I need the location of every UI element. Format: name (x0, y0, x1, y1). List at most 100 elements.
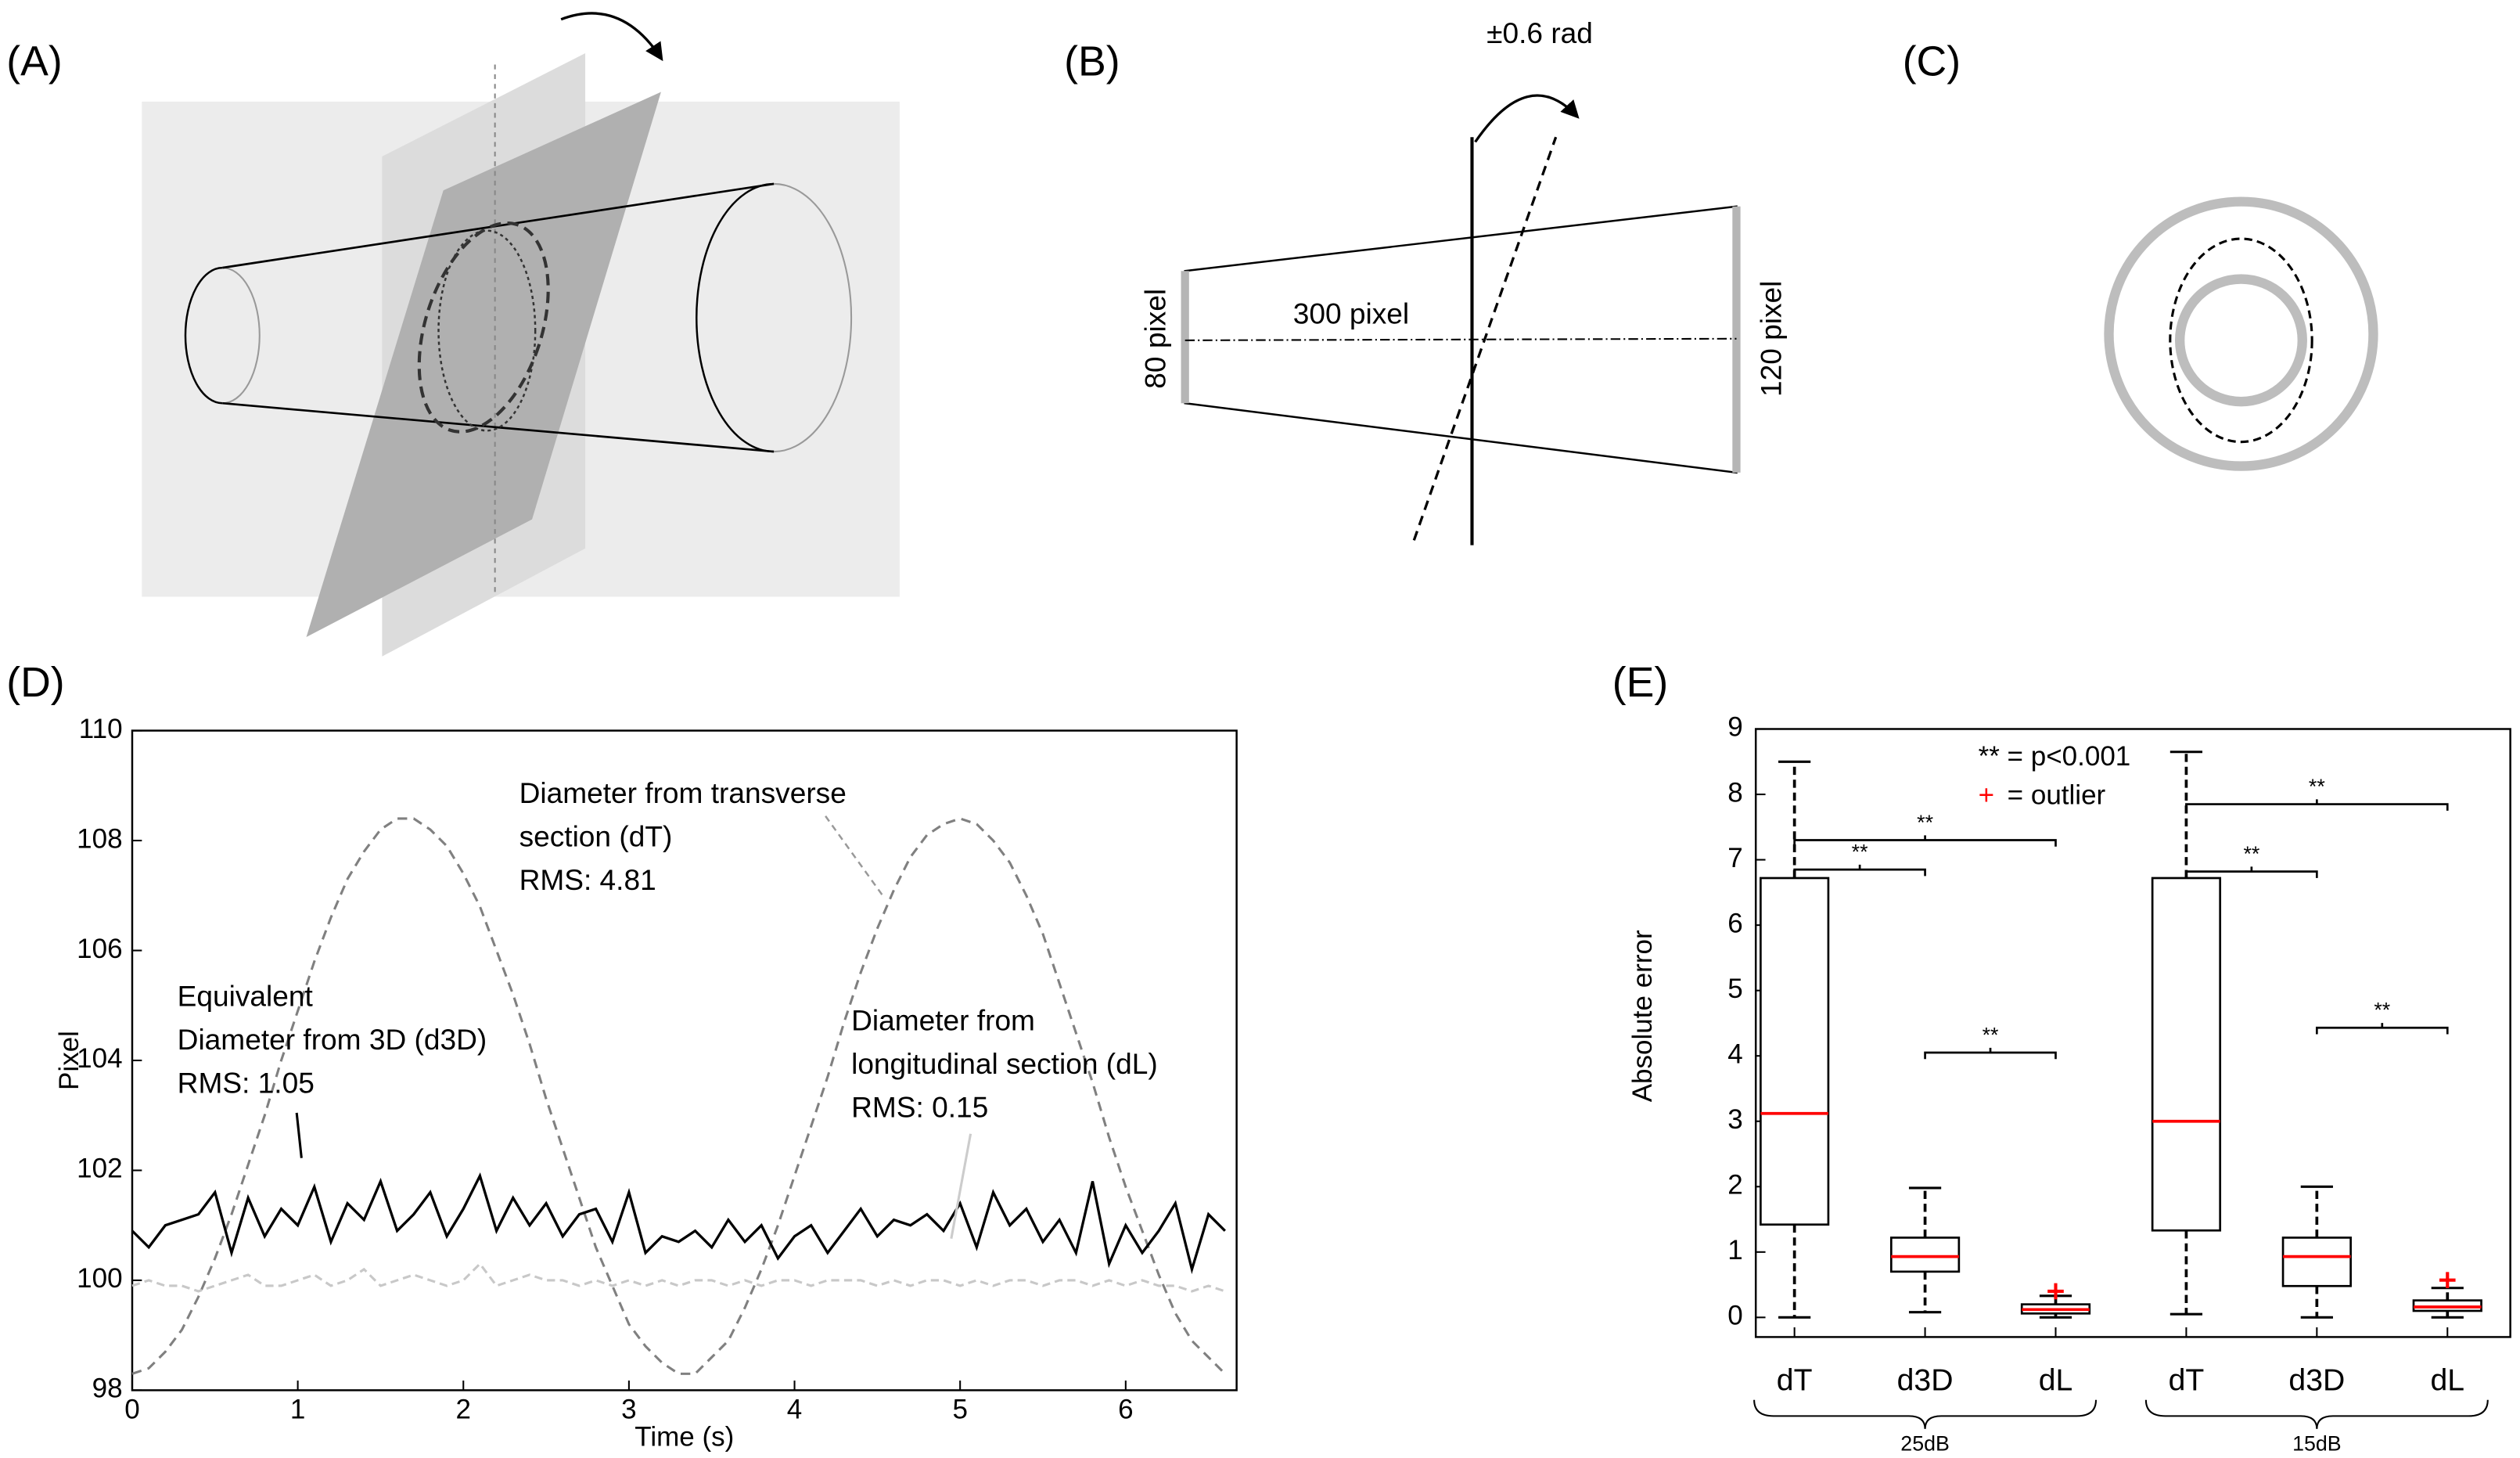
y-axis-label: Pixel (54, 1031, 84, 1090)
leader (295, 1112, 303, 1158)
x-tick-label: dT (2169, 1363, 2205, 1397)
panel-label: (B) (1064, 38, 1120, 85)
x-tick-label: 0 (124, 1394, 139, 1424)
x-tick-label: d3D (2288, 1363, 2345, 1397)
data-line (131, 1262, 1226, 1293)
legend-text: = outlier (2008, 779, 2106, 810)
significance-label: ** (1852, 841, 1868, 864)
y-tick-label: 1 (1727, 1235, 1742, 1265)
panel-d: (D) 0 1 2 3 4 5 6 98 100 102 104 106 108 110 Time (s) Pi… (6, 659, 1238, 1452)
section (2169, 237, 2313, 444)
panel-e: (E) 0 1 2 3 4 5 6 7 8 9 Absolute error dT d3D dL dT d3D d… (1612, 659, 2511, 1456)
panel-label: (E) (1612, 659, 1668, 706)
group-label: 25dB (1900, 1432, 1950, 1456)
x-tick-label: 1 (290, 1394, 305, 1424)
x-tick-label: 6 (1118, 1394, 1133, 1424)
significance-label: ** (2374, 999, 2390, 1022)
significance-bracket (1793, 864, 1926, 877)
outlier (2047, 1283, 2064, 1300)
panel-label: (C) (1903, 38, 1961, 85)
rotation-label: ±0.6 rad (1486, 16, 1593, 49)
cone-edge (222, 401, 775, 453)
significance-bracket (2185, 866, 2318, 878)
inner-contour (2174, 274, 2307, 407)
annotation: RMS: 0.15 (851, 1091, 988, 1124)
annotation: Equivalent (178, 979, 314, 1012)
x-tick-label: dL (2039, 1363, 2073, 1397)
y-tick-label: 110 (79, 714, 123, 744)
x-tick-label: 4 (787, 1394, 802, 1424)
x-tick-label: 5 (952, 1394, 967, 1424)
y-tick-label: 108 (77, 823, 122, 854)
annotation: RMS: 1.05 (178, 1067, 315, 1100)
group-brace (2144, 1399, 2489, 1429)
outlier (2439, 1272, 2456, 1289)
significance-label: ** (2243, 842, 2259, 866)
section (417, 221, 550, 434)
cone-edge (774, 182, 853, 453)
y-tick-label: 5 (1727, 974, 1742, 1004)
significance-label: ** (1983, 1023, 1999, 1046)
legend-marker: + (1979, 779, 1994, 810)
y-tick-label: 7 (1727, 843, 1742, 873)
group-label: 15dB (2292, 1432, 2342, 1456)
y-tick-label: 102 (77, 1154, 122, 1184)
significance-label: ** (1917, 811, 1933, 834)
annotation: section (dT) (519, 819, 673, 852)
data-line (131, 817, 1226, 1375)
diameter-label: 80 pixel (1138, 289, 1171, 389)
significance-bracket (2316, 1023, 2449, 1035)
x-tick-label: dT (1777, 1363, 1813, 1397)
rotation-arrow (560, 12, 663, 62)
rotated-section (1412, 136, 1558, 541)
panel-label: (A) (6, 38, 62, 85)
y-tick-label: 0 (1727, 1301, 1742, 1331)
panel-label: (D) (6, 659, 64, 706)
annotation: Diameter from (851, 1003, 1035, 1036)
box (2281, 1237, 2352, 1287)
group-brace (1753, 1399, 2098, 1429)
plot-frame (1754, 728, 2511, 1338)
significance-label: ** (2309, 775, 2325, 798)
x-axis-label: Time (s) (634, 1421, 734, 1452)
y-tick-label: 106 (77, 934, 122, 964)
y-tick-label: 8 (1727, 777, 1742, 808)
outer-contour (2104, 196, 2378, 471)
section (437, 229, 537, 432)
y-tick-label: 9 (1727, 712, 1742, 743)
y-axis-label: Absolute error (1627, 930, 1658, 1102)
panel-a: (A) (6, 12, 900, 657)
length-label: 300 pixel (1293, 297, 1409, 330)
y-tick-label: 2 (1727, 1170, 1742, 1201)
y-tick-label: 104 (77, 1043, 122, 1074)
rotation-arrow (1474, 94, 1580, 143)
box (2151, 877, 2222, 1232)
x-tick-label: dL (2430, 1363, 2464, 1397)
significance-bracket (1924, 1047, 2057, 1060)
plane (306, 92, 661, 638)
cone-edge (222, 267, 261, 405)
y-tick-label: 98 (92, 1373, 123, 1404)
annotation: Diameter from 3D (d3D) (178, 1023, 487, 1056)
centerline (1185, 337, 1737, 341)
cone-edge (184, 266, 223, 405)
y-tick-label: 3 (1727, 1104, 1742, 1135)
annotation: Diameter from transverse (519, 776, 847, 809)
y-tick-label: 4 (1727, 1039, 1742, 1069)
significance-bracket (1793, 835, 2057, 847)
x-tick-label: 2 (456, 1394, 471, 1424)
leader (950, 1133, 972, 1239)
annotation: RMS: 4.81 (519, 863, 656, 896)
panel-b: (B) ±0.6 rad 300 pixel 80 pixel 120 pixe… (1064, 16, 1788, 545)
box (1760, 877, 1830, 1226)
panel-c: (C) (1903, 38, 2378, 471)
cone-edge (696, 182, 775, 453)
data-line (131, 1172, 1226, 1275)
diameter-label: 120 pixel (1755, 281, 1788, 397)
x-tick-label: d3D (1897, 1363, 1954, 1397)
leader (825, 815, 885, 898)
y-tick-label: 100 (77, 1263, 122, 1294)
legend-text: ** = p<0.001 (1979, 741, 2131, 772)
